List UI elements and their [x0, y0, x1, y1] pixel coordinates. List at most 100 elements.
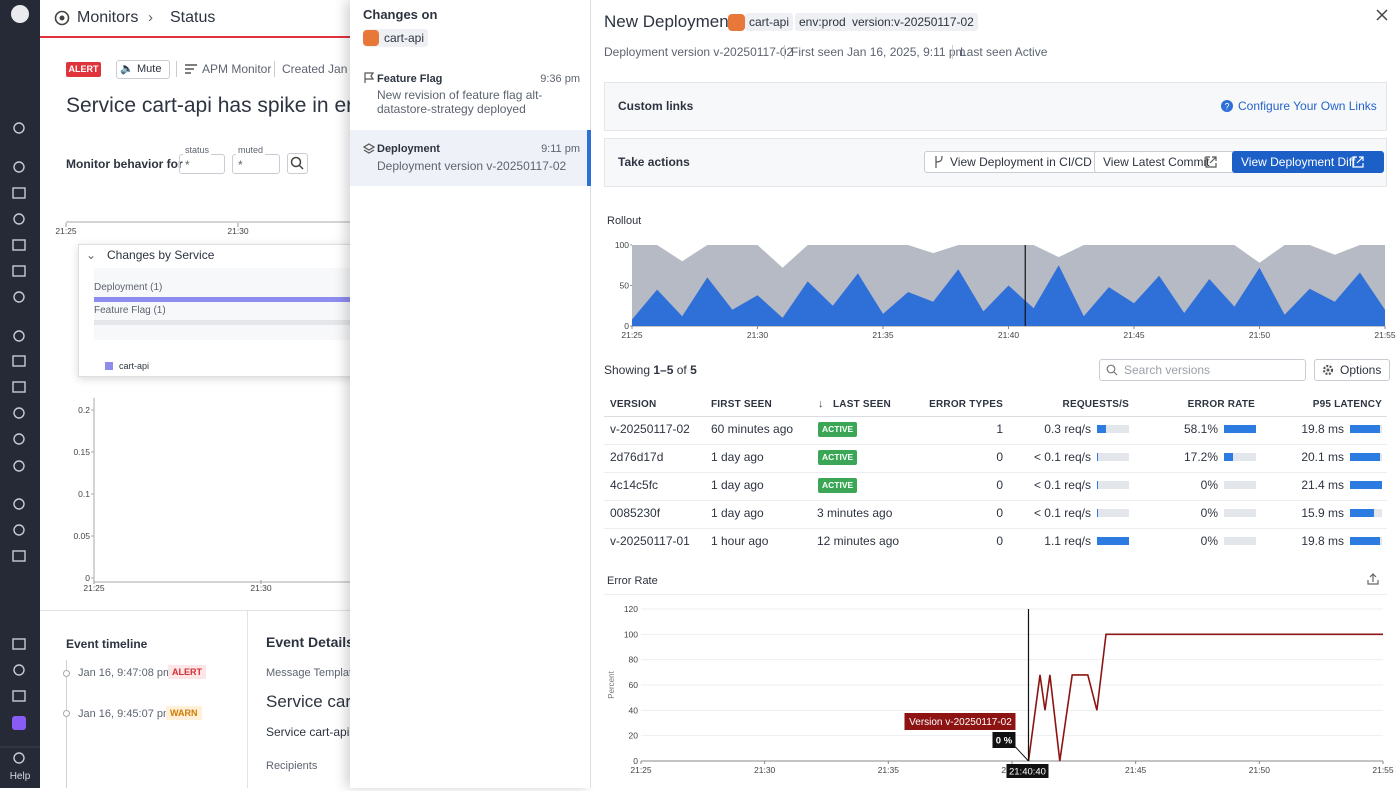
event-timeline-title: Event timeline: [66, 637, 148, 651]
divider: [176, 61, 177, 77]
timeline-tick: 21:30: [227, 226, 249, 236]
search-icon: [1106, 364, 1118, 376]
breadcrumb-current: Status: [170, 9, 216, 26]
nav-icon[interactable]: [13, 213, 25, 225]
options-button[interactable]: Options: [1314, 359, 1391, 381]
mute-icon: 🔈: [120, 63, 134, 75]
search-button[interactable]: [287, 153, 308, 174]
popup-title[interactable]: Changes by Service: [107, 248, 215, 262]
nav-icon[interactable]: [12, 716, 26, 730]
export-icon[interactable]: [1366, 572, 1380, 586]
nav-icon[interactable]: [12, 265, 26, 277]
change-row-label: Deployment (1): [94, 282, 163, 293]
recipients-label: Recipients: [266, 760, 318, 772]
help-label[interactable]: Help: [9, 771, 31, 782]
nav-icon[interactable]: [12, 381, 26, 393]
nav-icon[interactable]: [13, 752, 25, 764]
event-time[interactable]: Jan 16, 9:47:08 pm: [78, 667, 173, 679]
status-badge: ALERT: [66, 62, 101, 77]
nav-icon[interactable]: [12, 638, 26, 650]
search-placeholder: Search versions: [1124, 363, 1211, 377]
breadcrumb-link[interactable]: Monitors: [77, 9, 139, 26]
monitor-icon: [54, 10, 70, 26]
timeline-tick: 21:25: [55, 226, 77, 236]
tag-chip[interactable]: cart-api: [745, 13, 794, 31]
change-time: 9:36 pm: [540, 73, 580, 85]
collapse-toggle[interactable]: ⌄: [86, 248, 97, 262]
change-text: Deployment version v-20250117-02: [377, 159, 567, 173]
apm-icon: [185, 64, 197, 74]
nav-icon[interactable]: [12, 355, 26, 367]
change-time: 9:11 pm: [541, 143, 580, 155]
tag-chip[interactable]: env:prod: [795, 13, 850, 31]
action-button[interactable]: View Deployment in CI/CD: [924, 151, 1101, 173]
filter-value: *: [185, 158, 190, 172]
nav-icon[interactable]: [12, 187, 26, 199]
nav-icon[interactable]: [12, 239, 26, 251]
nav-icon[interactable]: [13, 524, 25, 536]
close-button[interactable]: [1375, 8, 1389, 22]
nav-icon[interactable]: [13, 291, 25, 303]
behavior-label: Monitor behavior for: [66, 157, 183, 171]
showing-range: 1–5: [653, 363, 674, 377]
change-type[interactable]: Deployment: [377, 143, 440, 155]
x-tick-label: 21:25: [83, 583, 105, 593]
divider: [784, 45, 785, 59]
service-chip[interactable]: cart-api: [363, 29, 429, 47]
change-row-bar: [94, 320, 350, 325]
nav-icon[interactable]: [12, 690, 26, 702]
timeline-dot: [63, 710, 70, 717]
search-input[interactable]: [1099, 359, 1306, 381]
custom-links-title: Custom links: [618, 99, 694, 113]
breadcrumb-separator: ›: [148, 9, 153, 26]
event-badge: ALERT: [168, 665, 206, 679]
nav-icons: [0, 5, 40, 764]
nav-icon[interactable]: [12, 550, 26, 562]
y-tick-label: 0.05: [73, 531, 90, 541]
nav-sidebar: Help: [0, 0, 40, 788]
change-type[interactable]: Feature Flag: [377, 73, 443, 85]
showing-prefix: Showing: [604, 363, 651, 377]
action-button[interactable]: View Latest Commit: [1094, 151, 1237, 173]
custom-links-box: [604, 82, 1387, 131]
meta-item: Last seen Active: [960, 45, 1048, 59]
event-time[interactable]: Jan 16, 9:45:07 pm: [78, 708, 173, 720]
nav-icon[interactable]: [13, 122, 25, 134]
changes-title: Changes on: [363, 7, 438, 22]
showing-summary: Showing 1–5 of 5: [604, 362, 697, 378]
logo[interactable]: [11, 5, 29, 23]
change-row-label: Feature Flag (1): [94, 305, 166, 316]
actions-title: Take actions: [618, 155, 690, 169]
timeline-line: [66, 660, 67, 788]
monitor-page: Monitors › Status ALERT Mute 🔈 APM Monit…: [40, 0, 350, 788]
nav-icon[interactable]: [13, 433, 25, 445]
deploy-icon: [363, 143, 375, 154]
change-row-bar: [94, 297, 350, 302]
meta-item: Deployment version v-20250117-02: [604, 45, 794, 59]
legend-label: cart-api: [119, 361, 150, 371]
showing-of: of: [676, 363, 687, 377]
nav-icon[interactable]: [13, 161, 25, 173]
configure-link[interactable]: Configure Your Own Links: [1238, 99, 1377, 113]
y-tick-label: 0: [85, 573, 90, 583]
nav-icon[interactable]: [13, 498, 25, 510]
mute-button[interactable]: Mute: [116, 60, 171, 79]
nav-icon[interactable]: [13, 664, 25, 676]
tag-chip[interactable]: version:v-20250117-02: [848, 13, 978, 31]
nav-icon[interactable]: [13, 407, 25, 419]
created-date: Created Jan 15: [282, 62, 350, 76]
event-badge: WARN: [166, 706, 202, 720]
nav-icon[interactable]: [13, 330, 25, 342]
y-tick-label: 0.15: [73, 447, 90, 457]
message-body: Service cart-api h: [266, 725, 350, 739]
legend-swatch: [105, 362, 113, 370]
divider: [604, 594, 1387, 595]
filter-label: status: [183, 144, 212, 156]
primary-action-button[interactable]: View Deployment Diff: [1232, 151, 1385, 173]
message-heading: Service cart-a: [266, 692, 350, 711]
nav-icon[interactable]: [13, 460, 25, 472]
x-tick-label: 21:30: [250, 583, 272, 593]
service-icon: [728, 14, 745, 31]
y-tick-label: 0.2: [78, 405, 90, 415]
